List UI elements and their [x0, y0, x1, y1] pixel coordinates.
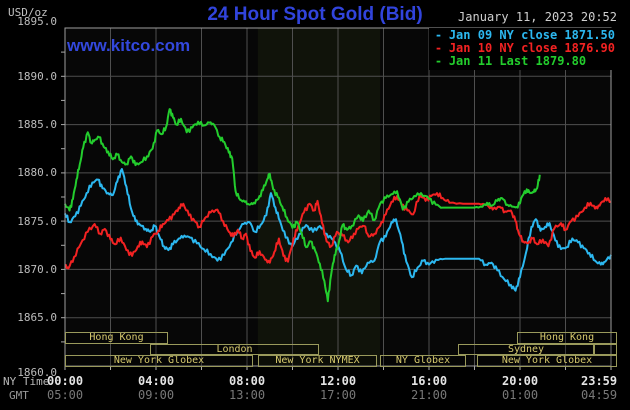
x-axis-ny-label: 12:00: [320, 374, 357, 388]
x-axis-ny-label: 04:00: [138, 374, 175, 388]
legend-dash-icon: -: [434, 41, 443, 55]
ny-time-axis-label: NY Time: [3, 375, 50, 388]
x-axis-gmt-label: 05:00: [47, 388, 84, 402]
session-box-hong-kong: Hong Kong: [65, 332, 168, 344]
legend-dash-icon: -: [434, 28, 443, 42]
session-box-sydney: Sydney: [458, 343, 594, 355]
session-box-empty: [594, 343, 617, 355]
chart-title: 24 Hour Spot Gold (Bid): [207, 4, 423, 25]
x-axis-ny-label: 16:00: [411, 374, 448, 388]
y-axis-label: 1890.0: [17, 70, 57, 83]
kitco-watermark: www.kitco.com: [67, 36, 191, 55]
x-axis-ny-label: 08:00: [229, 374, 266, 388]
y-axis-label: 1895.0: [17, 15, 57, 28]
chart-datetime: January 11, 2023 20:52: [458, 10, 617, 24]
x-axis-gmt-label: 04:59: [581, 388, 618, 402]
x-axis-gmt-label: 09:00: [138, 388, 175, 402]
legend-row-jan10: - Jan 10 NY close 1876.90: [435, 42, 615, 55]
legend-label: Jan 10 NY close 1876.90: [448, 41, 615, 55]
x-axis-gmt-label: 21:00: [411, 388, 448, 402]
legend-row-jan09: - Jan 09 NY close 1871.50: [435, 29, 615, 42]
legend: - Jan 09 NY close 1871.50 - Jan 10 NY clos…: [428, 28, 617, 70]
session-box-new-york-nymex: New York NYMEX: [258, 355, 377, 367]
y-axis-unit-label: USD/oz: [8, 6, 48, 19]
y-axis-label: 1880.0: [17, 166, 57, 179]
x-axis-ny-label: 00:00: [47, 374, 84, 388]
session-box-hong-kong: Hong Kong: [517, 332, 617, 344]
session-box-new-york-globex: New York Globex: [65, 355, 253, 367]
y-axis-label: 1875.0: [17, 215, 57, 228]
session-box-london: London: [150, 343, 319, 355]
x-axis-ny-label: 20:00: [502, 374, 539, 388]
session-box-ny-globex: NY Globex: [380, 355, 466, 367]
y-axis-label: 1885.0: [17, 118, 57, 131]
series-line: [64, 192, 612, 270]
x-axis-gmt-label: 01:00: [502, 388, 539, 402]
nymex-session-band: [257, 28, 381, 366]
x-axis-ny-label: 23:59: [581, 374, 618, 388]
gmt-axis-label: GMT: [9, 389, 29, 402]
legend-row-jan11: - Jan 11 Last 1879.80: [435, 55, 615, 68]
legend-label: Jan 09 NY close 1871.50: [448, 28, 615, 42]
x-axis-gmt-label: 13:00: [229, 388, 266, 402]
y-axis-label: 1870.0: [17, 263, 57, 276]
legend-label: Jan 11 Last 1879.80: [448, 54, 587, 68]
legend-dash-icon: -: [434, 54, 443, 68]
y-axis-label: 1860.0: [17, 366, 57, 379]
y-axis-label: 1865.0: [17, 311, 57, 324]
series-line: [64, 108, 541, 303]
x-axis-gmt-label: 17:00: [320, 388, 357, 402]
session-box-new-york-globex: New York Globex: [477, 355, 617, 367]
